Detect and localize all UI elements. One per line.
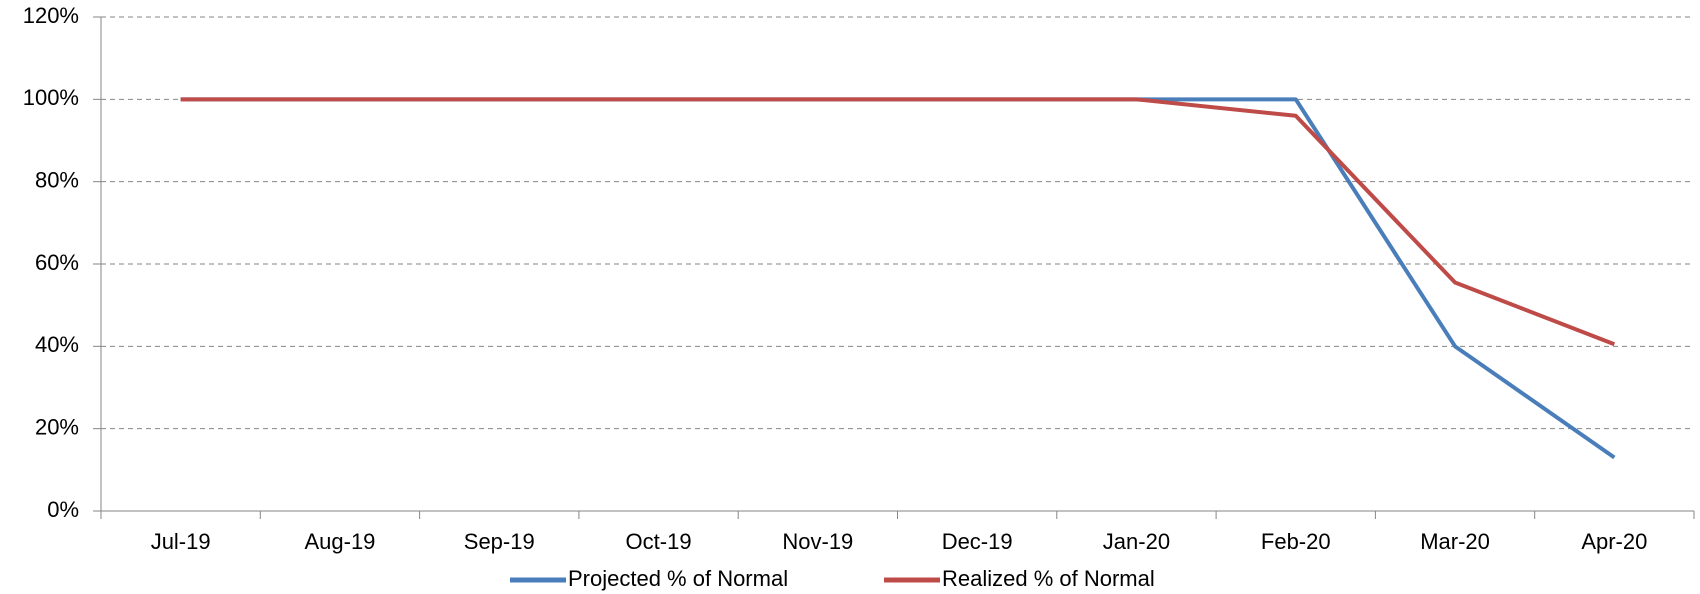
y-tick-label: 80%	[35, 167, 79, 192]
y-tick-label: 40%	[35, 332, 79, 357]
x-tick-label: Apr-20	[1581, 529, 1647, 554]
x-tick-label: Nov-19	[782, 529, 853, 554]
x-tick-label: Mar-20	[1420, 529, 1490, 554]
legend-label: Projected % of Normal	[568, 566, 788, 591]
y-tick-label: 20%	[35, 414, 79, 439]
x-tick-label: Jan-20	[1103, 529, 1170, 554]
legend-label: Realized % of Normal	[942, 566, 1155, 591]
x-tick-label: Sep-19	[464, 529, 535, 554]
x-tick-label: Dec-19	[942, 529, 1013, 554]
x-tick-label: Feb-20	[1261, 529, 1331, 554]
x-tick-label: Jul-19	[151, 529, 211, 554]
x-tick-label: Aug-19	[304, 529, 375, 554]
x-tick-label: Oct-19	[626, 529, 692, 554]
line-series	[180, 97, 1616, 460]
line-series	[180, 97, 1616, 347]
y-tick-label: 0%	[47, 497, 79, 522]
y-tick-label: 100%	[23, 85, 79, 110]
y-tick-label: 60%	[35, 250, 79, 275]
y-tick-label: 120%	[23, 3, 79, 28]
